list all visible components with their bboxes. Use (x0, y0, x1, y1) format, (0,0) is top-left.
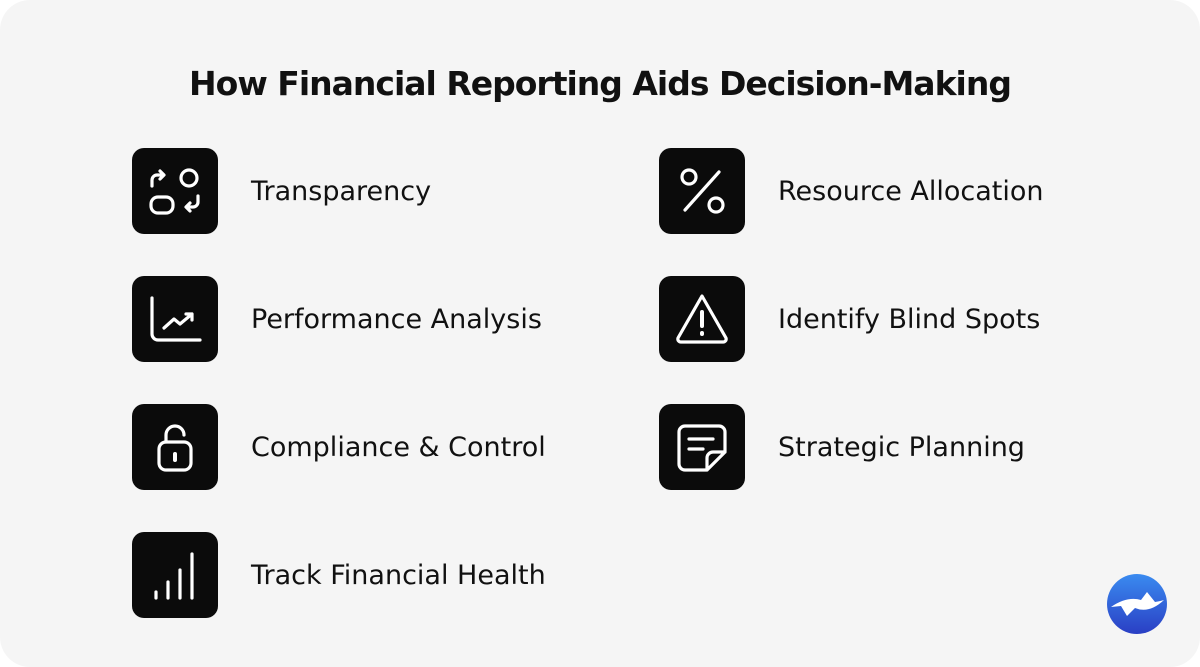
item: Identify Blind Spots (659, 276, 1040, 362)
icon (132, 276, 218, 362)
icon (659, 404, 745, 490)
item-label: Compliance & Control (251, 431, 546, 463)
item: Track Financial Health (132, 532, 546, 618)
item-label: Performance Analysis (251, 303, 542, 335)
icon (132, 532, 218, 618)
item-label: Transparency (251, 175, 432, 207)
logo (1107, 574, 1167, 634)
item: Transparency (132, 148, 431, 234)
item-label: Identify Blind Spots (778, 303, 1041, 335)
item: Resource Allocation (659, 148, 1044, 234)
item-label: Resource Allocation (778, 175, 1044, 207)
item: Compliance & Control (132, 404, 546, 490)
item-label: Strategic Planning (778, 431, 1025, 463)
icon (132, 404, 218, 490)
icon (659, 148, 745, 234)
item-label: Track Financial Health (251, 559, 546, 591)
item: Performance Analysis (132, 276, 542, 362)
icon (659, 276, 745, 362)
item: Strategic Planning (659, 404, 1025, 490)
title: How Financial Reporting Aids Decision-Ma… (189, 64, 1012, 103)
icon (132, 148, 218, 234)
